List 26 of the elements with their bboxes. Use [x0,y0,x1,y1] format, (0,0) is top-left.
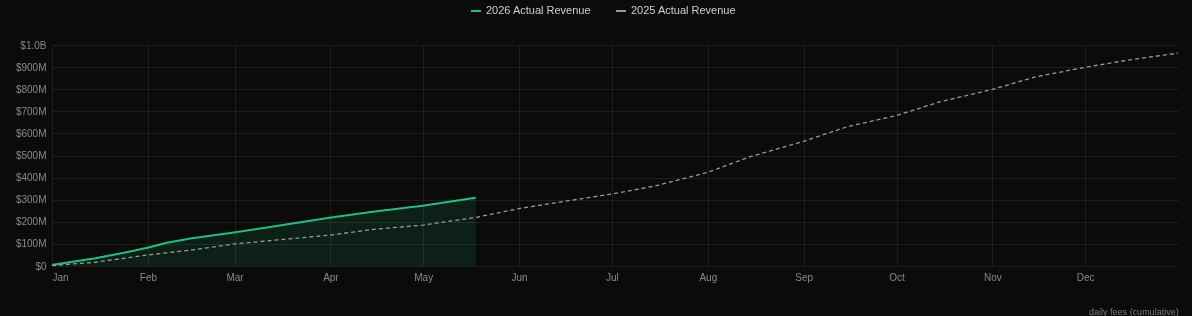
x-tick-label: Aug [699,271,718,283]
text: daily fees (cumulative) [1089,307,1179,316]
y-tick-label: $400M [15,172,47,184]
y-tick-label: $600M [15,127,47,139]
y-tick-label: $0 [35,260,47,272]
x-tick-label: Oct [889,271,905,283]
y-tick-label: $700M [15,105,47,117]
legend-label: 2026 Actual Revenue [486,4,591,16]
y-tick-label: $300M [15,194,47,206]
x-tick-label: Sep [795,271,814,283]
y-tick-label: $200M [15,216,47,228]
y-tick-label: $1.0B [20,39,47,51]
x-tick-label: Nov [984,271,1002,283]
y-tick-label: $800M [15,83,47,95]
x-tick-label: Feb [139,271,158,283]
y-tick-label: $900M [15,61,47,73]
legend-label: 2025 Actual Revenue [631,4,736,16]
x-tick-label: Jan [52,271,69,283]
y-tick-label: $100M [15,238,47,250]
x-tick-label: May [414,271,434,283]
x-tick-label: Mar [226,271,245,283]
x-tick-label: Dec [1076,271,1095,283]
x-tick-label: Jul [606,271,619,283]
x-tick-label: Jun [511,271,528,283]
x-tick-label: Apr [323,271,340,283]
y-tick-label: $500M [15,150,47,161]
